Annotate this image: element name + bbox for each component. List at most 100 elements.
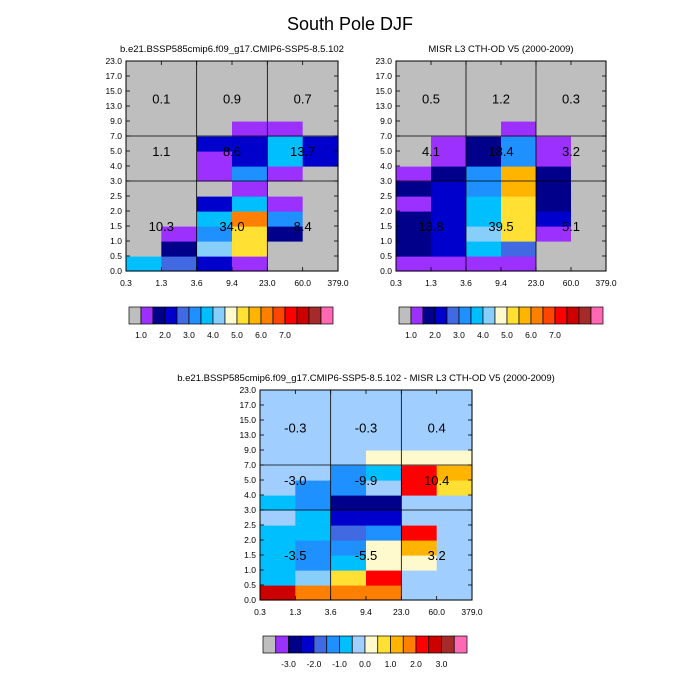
heatmap-cell [161,181,198,197]
heatmap-cell [571,76,607,92]
heatmap-cell [161,151,198,167]
heatmap-cell [366,495,402,511]
heatmap-cell [260,540,296,556]
region-total-label: 10.3 [149,219,174,234]
heatmap-cell [466,256,502,272]
colorbar-label: 3.0 [453,330,465,340]
heatmap-cell [536,106,572,122]
heatmap-cell [295,465,332,481]
heatmap-cell [161,256,198,272]
colorbar-swatch [128,306,142,325]
heatmap-cell [436,570,473,586]
colorbar-swatch [164,306,178,325]
x-tick-label: 379.0 [595,278,617,288]
heatmap-cell [536,226,572,242]
heatmap-cell [232,241,268,257]
heatmap-cell [466,106,502,122]
heatmap-cell [267,76,304,92]
colorbar-swatch [428,635,442,654]
heatmap-cell [295,570,332,586]
y-tick-label: 0.5 [380,251,392,261]
y-tick-label: 4.0 [244,490,256,500]
heatmap-cell [232,226,268,242]
heatmap-cell [232,91,268,107]
heatmap-cell [401,570,438,586]
heatmap-cell [436,555,473,571]
heatmap-cell [396,76,432,92]
x-tick-label: 1.3 [425,278,437,288]
heatmap-cell [401,510,438,526]
heatmap-cell [260,480,296,496]
heatmap-cell [431,76,467,92]
heatmap-cell [536,166,572,182]
region-total-label: 1.2 [492,92,510,107]
y-tick-label: 2.5 [380,191,392,201]
heatmap-cell [260,405,296,421]
heatmap-cell [161,121,198,137]
heatmap-cell [302,106,339,122]
colorbar-swatch [296,306,310,325]
colorbar-label: 3.0 [436,659,448,669]
heatmap-cell [196,256,233,272]
heatmap-cell [536,76,572,92]
heatmap-cell [396,256,432,272]
heatmap-cell [366,570,402,586]
heatmap-cell [401,555,438,571]
heatmap-cell [401,525,438,541]
colorbar-label: -3.0 [281,659,296,669]
heatmap-cell [366,525,402,541]
y-tick-label: 13.0 [105,101,122,111]
heatmap-cell [431,181,467,197]
heatmap-cell [126,151,162,167]
x-tick-label: 60.0 [563,278,580,288]
heatmap-cell [396,181,432,197]
heatmap-cell [431,226,467,242]
heatmap-cell [366,540,402,556]
x-tick-label: 0.3 [120,278,132,288]
colorbar-swatch [236,306,250,325]
x-tick-label: 379.0 [461,607,483,617]
y-tick-label: 2.0 [244,535,256,545]
heatmap-cell [501,61,537,77]
heatmap-cell [571,136,607,152]
colorbar-swatch [415,635,430,654]
heatmap-cell [436,480,473,496]
heatmap-cell [232,76,268,92]
heatmap-cell [295,405,332,421]
heatmap-cell [260,465,296,481]
colorbar-swatch [300,635,315,654]
heatmap-cell [232,211,268,227]
heatmap-cell [536,61,572,77]
heatmap-cell [396,91,432,107]
heatmap-cell [302,181,339,197]
heatmap-cell [571,211,607,227]
y-tick-label: 7.0 [244,460,256,470]
heatmap-cell [196,196,233,212]
region-total-label: -0.3 [355,421,377,436]
heatmap-cell [161,166,198,182]
colorbar-swatch [339,635,353,654]
heatmap-cell [126,256,162,272]
colorbar-swatch [434,306,448,325]
heatmap-cell [126,61,162,77]
heatmap-cell [536,256,572,272]
heatmap-cell [232,106,268,122]
region-total-label: 3.2 [428,548,446,563]
heatmap-cell [232,121,268,137]
heatmap-cell [267,241,304,257]
heatmap-cell [267,121,304,137]
y-tick-label: 1.0 [110,236,122,246]
y-tick-label: 2.0 [380,206,392,216]
colorbar-label: 5.0 [231,330,243,340]
y-tick-label: 1.0 [244,565,256,575]
colorbar-label: -2.0 [307,659,322,669]
colorbar-swatch [402,635,417,654]
y-tick-label: 9.0 [110,116,122,126]
heatmap-cell [260,390,296,406]
heatmap-cell [260,435,296,451]
colorbar-label: 5.0 [501,330,513,340]
colorbar-swatch [212,306,226,325]
heatmap-cell [330,405,367,421]
heatmap-cell [501,211,537,227]
heatmap-cell [436,510,473,526]
